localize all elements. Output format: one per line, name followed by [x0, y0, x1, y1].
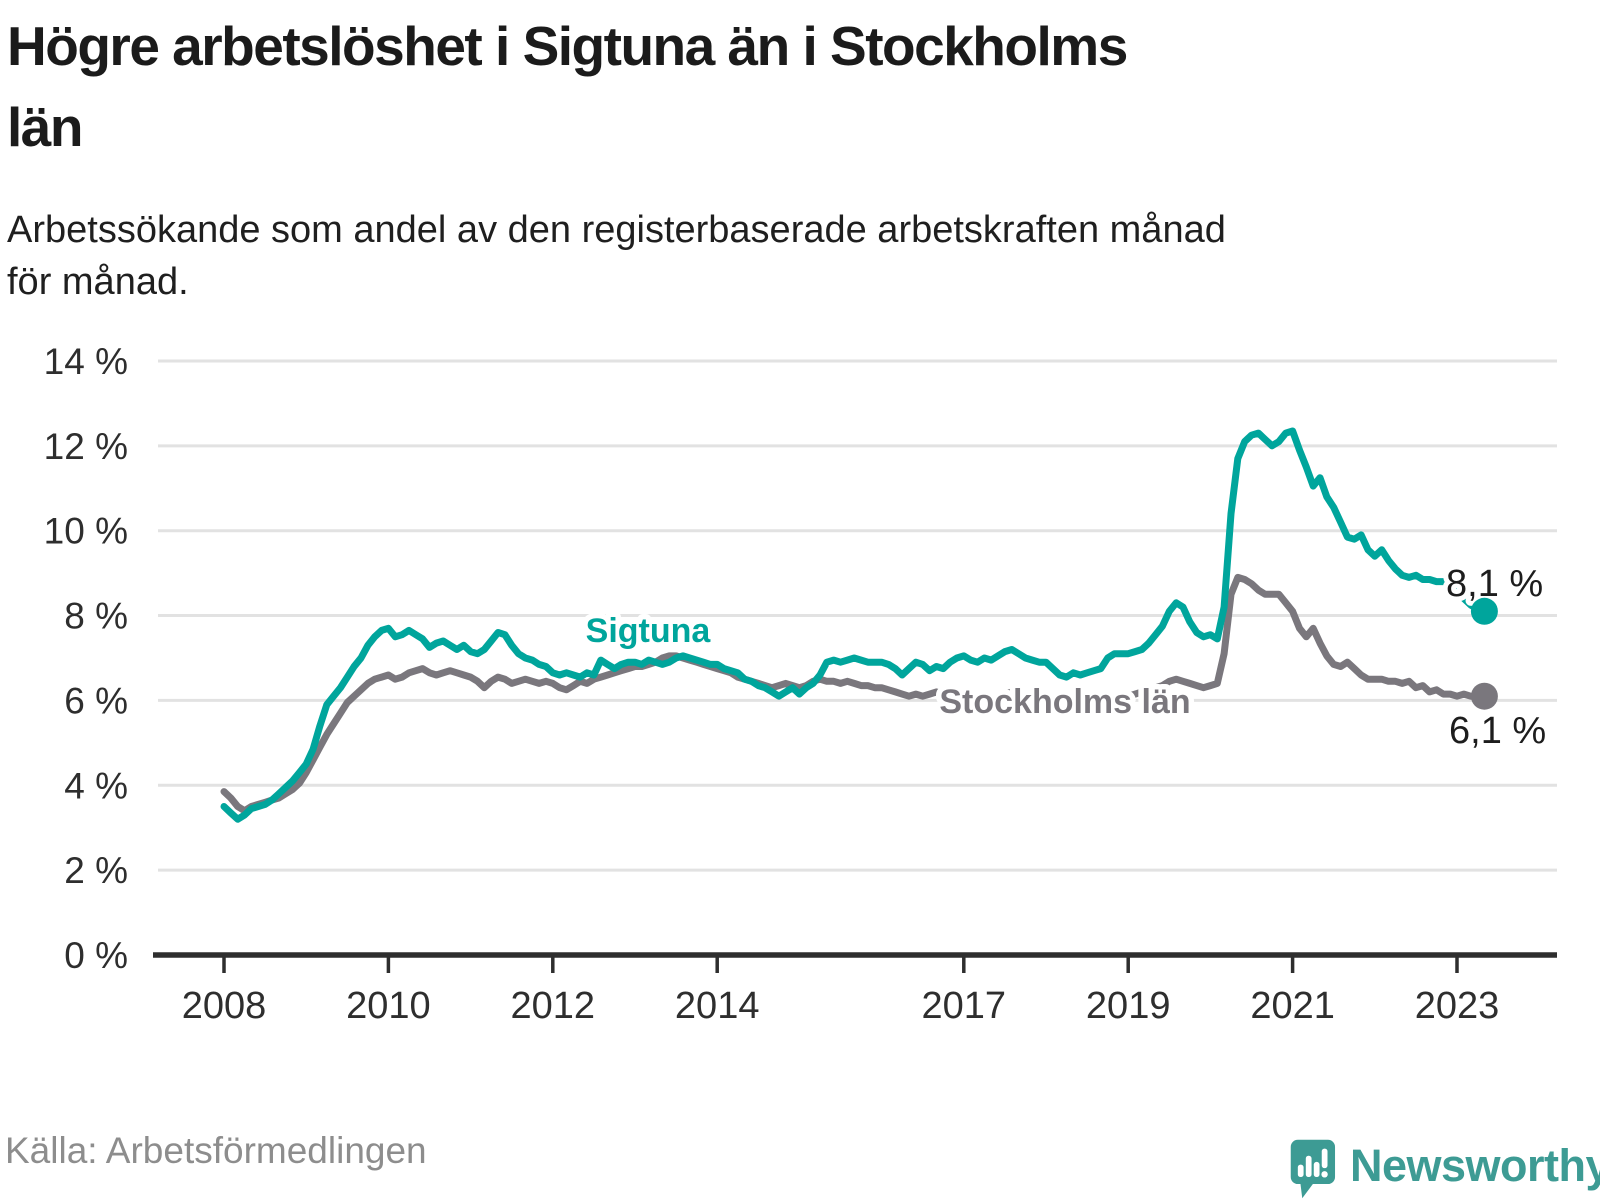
svg-text:8 %: 8 %: [64, 596, 128, 637]
title-line-1: Högre arbetslöshet i Sigtuna än i Stockh…: [7, 15, 1128, 77]
brand: Newsworthy: [1284, 1138, 1600, 1200]
source-note: Källa: Arbetsförmedlingen: [5, 1130, 427, 1171]
svg-text:2008: 2008: [182, 985, 267, 1027]
svg-text:2014: 2014: [675, 985, 760, 1027]
svg-text:2021: 2021: [1250, 985, 1335, 1027]
subtitle-line-2: för månad.: [7, 261, 189, 303]
newsworthy-logo-icon: [1284, 1138, 1340, 1200]
svg-text:2012: 2012: [511, 985, 596, 1027]
series-label-Stockholms län: Stockholms län: [939, 683, 1190, 721]
title-line-2: län: [7, 96, 83, 158]
svg-text:2019: 2019: [1086, 985, 1171, 1027]
svg-text:14 %: 14 %: [44, 341, 128, 382]
series-line-Sigtuna: [220, 427, 1488, 823]
svg-text:2023: 2023: [1415, 985, 1500, 1027]
svg-text:2017: 2017: [922, 985, 1007, 1027]
svg-text:10 %: 10 %: [44, 511, 128, 552]
page-title: Högre arbetslöshet i Sigtuna än i Stockh…: [7, 6, 1567, 168]
x-axis-ticks: [222, 957, 1459, 973]
series-label-Sigtuna: Sigtuna: [586, 612, 712, 650]
svg-text:12 %: 12 %: [44, 426, 128, 467]
svg-text:2010: 2010: [346, 985, 431, 1027]
end-dot-Sigtuna: [1470, 597, 1498, 625]
svg-text:0 %: 0 %: [64, 935, 128, 976]
y-axis-labels: 0 % 2 % 4 % 6 % 8 % 10 % 12 % 14 %: [44, 341, 128, 976]
end-label-Sigtuna: 8,1 %: [1446, 563, 1543, 605]
end-label-Stockholms län: 6,1 %: [1449, 710, 1546, 752]
series-line-Stockholms län: [220, 573, 1488, 815]
subtitle-line-1: Arbetssökande som andel av den registerb…: [7, 209, 1226, 251]
svg-text:6 %: 6 %: [64, 680, 128, 721]
end-dot-Stockholms län: [1470, 682, 1498, 710]
x-axis-labels: 2008 2010 2012 2014 2017 2019 2021 2023: [182, 985, 1500, 1027]
chart-subtitle: Arbetssökande som andel av den registerb…: [7, 204, 1567, 308]
svg-text:2 %: 2 %: [64, 850, 128, 891]
brand-wordmark: Newsworthy: [1350, 1140, 1600, 1191]
chart-header: Högre arbetslöshet i Sigtuna än i Stockh…: [7, 6, 1567, 308]
svg-text:4 %: 4 %: [64, 765, 128, 806]
gridlines: [158, 359, 1557, 872]
